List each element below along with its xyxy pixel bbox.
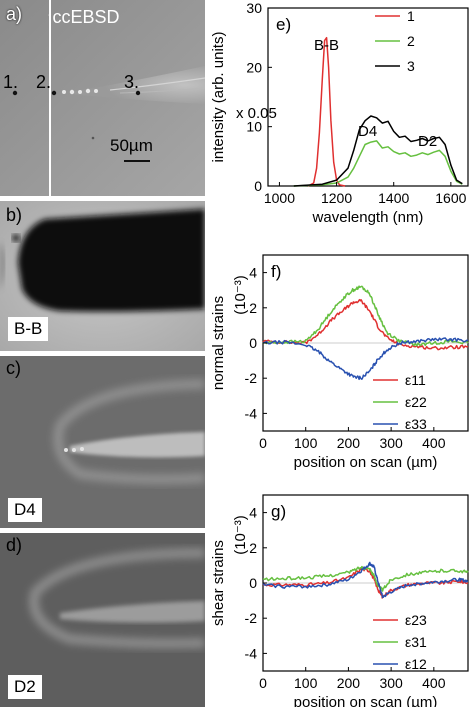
annotation: D4: [358, 123, 377, 140]
panel-b-image: b) B-B: [0, 201, 205, 351]
y-axis-unit: (10⁻³): [232, 515, 249, 555]
y-tick-label: 4: [249, 265, 257, 281]
method-label: ccEBSD: [52, 7, 120, 27]
y-tick-label: 30: [246, 0, 262, 16]
x-tick-label: 1400: [378, 190, 409, 206]
panel-d-tag: D2: [8, 675, 42, 699]
x-tick-label: 1600: [435, 190, 466, 206]
y-axis-unit: (10⁻³): [232, 275, 249, 315]
chart-g-shear-strains: 0 100 200 300 400 -4 -2 0 2 4 position on scan (µm…: [210, 494, 469, 707]
series-line-2: [293, 140, 463, 187]
y-tick-label: 0: [254, 178, 262, 194]
panel-a-micrograph: a) ↓ccEBSD 1. 2. 3. 50µm: [0, 0, 205, 196]
series-line-ε33: [263, 337, 468, 381]
x-tick-label: 1000: [264, 190, 295, 206]
chart-e-spectra: 1000 1200 1400 1600 0 10 20 30 wavelength (nm) in…: [210, 0, 469, 226]
panel-c-label: c): [6, 358, 21, 378]
x-tick-label: 0: [259, 675, 267, 691]
panel-a-image: [0, 0, 205, 196]
panel-label: f): [271, 262, 281, 281]
series-line-ε12: [262, 561, 469, 599]
legend-label-ε11: ε11: [405, 372, 426, 388]
legend-label-3: 3: [407, 58, 415, 74]
panel-a-label: a): [6, 4, 23, 24]
series-line-ε22: [262, 285, 469, 347]
x-tick-label: 400: [422, 435, 446, 451]
y-tick-label: 4: [249, 505, 257, 521]
panel-b-label: b): [6, 205, 23, 225]
panel-label: e): [276, 15, 291, 34]
y-tick-label: 2: [249, 540, 257, 556]
series-line-3: [293, 115, 463, 187]
panel-label: g): [271, 502, 286, 521]
y-tick-label: -4: [245, 405, 258, 421]
legend-label-ε33: ε33: [405, 416, 427, 432]
y-axis-label: shear strains: [210, 540, 227, 626]
legend-label-ε22: ε22: [405, 394, 427, 410]
panel-d-image: d) D2: [0, 533, 205, 707]
y-tick-label: -2: [245, 370, 258, 386]
chart-f-normal-strains: 0 100 200 300 400 -4 -2 0 2 4 position on scan (µm…: [210, 254, 469, 471]
scalebar-label: 50µm: [110, 136, 153, 155]
x-tick-label: 200: [337, 435, 361, 451]
point-label-2: 2.: [36, 72, 52, 92]
point-label-1: 1.: [3, 72, 19, 92]
legend-label-1: 1: [407, 8, 415, 24]
x-tick-label: 300: [379, 435, 403, 451]
annotation: x 0.05: [236, 105, 277, 122]
legend-label-2: 2: [407, 33, 415, 49]
panel-d-label: d): [6, 535, 23, 555]
plot-frame: [267, 7, 469, 187]
panel-c-picture: [0, 356, 205, 528]
legend-label-ε31: ε31: [405, 634, 427, 650]
panel-b-tag: B-B: [8, 317, 49, 341]
y-tick-label: 10: [246, 119, 262, 135]
x-tick-label: 300: [379, 675, 403, 691]
series-line-ε11: [262, 298, 469, 351]
y-tick-label: -2: [245, 610, 258, 626]
y-axis-label: intensity (arb. units): [210, 32, 227, 163]
x-tick-label: 100: [294, 675, 318, 691]
y-axis-label: normal strains: [210, 296, 227, 390]
legend-label-ε12: ε12: [405, 656, 427, 672]
panel-c-tag: D4: [8, 498, 42, 522]
x-axis-label: wavelength (nm): [312, 209, 424, 226]
x-axis-label: position on scan (µm): [294, 454, 438, 471]
y-tick-label: 0: [249, 335, 257, 351]
x-tick-label: 0: [259, 435, 267, 451]
arrow-down-icon: ↓: [47, 7, 53, 19]
series-line-ε23: [262, 567, 469, 599]
annotation: B-B: [314, 37, 339, 54]
x-tick-label: 1200: [321, 190, 352, 206]
y-tick-label: 0: [249, 575, 257, 591]
legend-label-ε23: ε23: [405, 612, 427, 628]
y-tick-label: 2: [249, 300, 257, 316]
annotation: D2: [418, 133, 437, 150]
panel-c-image: c) D4: [0, 356, 205, 528]
series-line-1: [307, 36, 346, 187]
y-tick-label: 20: [246, 59, 262, 75]
y-tick-label: -4: [245, 645, 258, 661]
panel-b-picture: [0, 201, 205, 351]
x-tick-label: 100: [294, 435, 318, 451]
x-axis-label: position on scan (µm): [294, 694, 438, 707]
point-label-3: 3.: [124, 72, 140, 92]
x-tick-label: 200: [337, 675, 361, 691]
series-line-ε31: [262, 565, 469, 592]
x-tick-label: 400: [422, 675, 446, 691]
ccebsd-label: ↓ccEBSD: [47, 7, 120, 28]
